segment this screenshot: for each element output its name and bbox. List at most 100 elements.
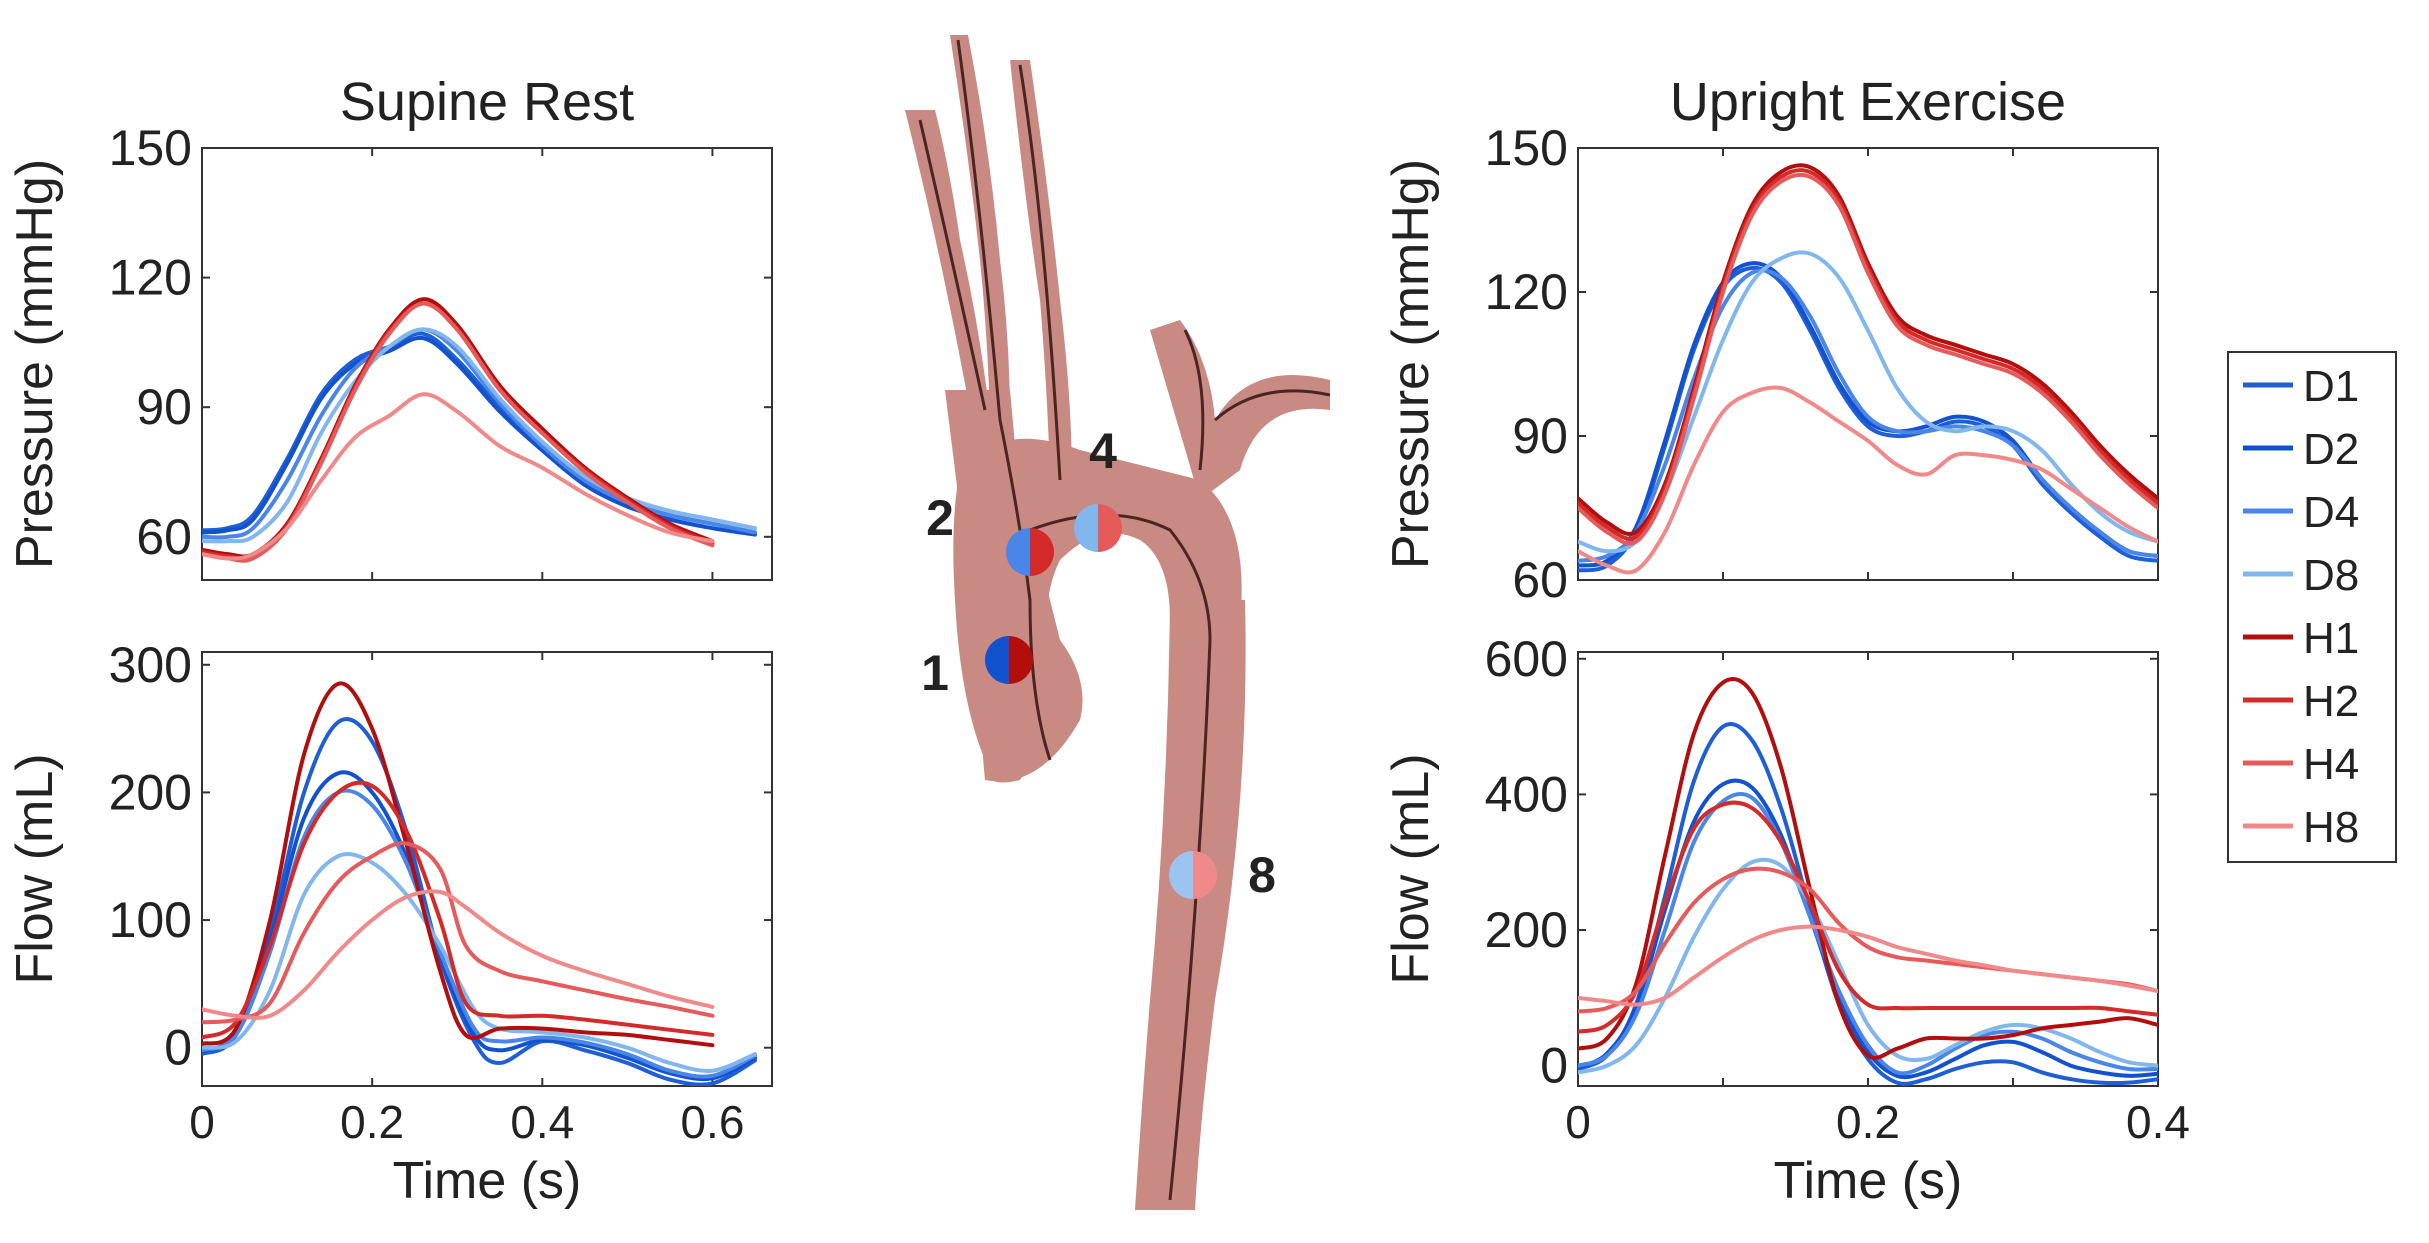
y-tick-label: 400 <box>1485 766 1568 822</box>
marker-left-half <box>1006 528 1030 576</box>
marker-right-half <box>1193 851 1217 899</box>
y-tick-label: 300 <box>109 637 192 693</box>
y-axis-label: Pressure (mmHg) <box>1382 159 1440 569</box>
panel-title: Supine Rest <box>340 72 634 132</box>
aorta-vessel-shape <box>905 35 1330 1210</box>
legend-entry-h8: H8 <box>2243 803 2359 852</box>
legend-box <box>2227 351 2397 863</box>
marker-right-half <box>1098 504 1122 552</box>
marker-label: 8 <box>1248 847 1276 903</box>
series-line-h8 <box>202 889 715 1020</box>
legend-label: D4 <box>2303 488 2359 537</box>
series-line-h4 <box>1578 172 2158 546</box>
marker-label: 4 <box>1089 423 1117 479</box>
marker-right-half <box>1009 636 1033 684</box>
location-marker-4: 4 <box>1074 423 1122 552</box>
series-line-d4 <box>1578 268 2158 563</box>
y-tick-label: 0 <box>1540 1038 1568 1094</box>
legend-label: H2 <box>2303 677 2359 726</box>
x-axis-label: Time (s) <box>393 1152 582 1210</box>
marker-label: 2 <box>926 490 954 546</box>
y-axis-label: Flow (mL) <box>1382 753 1440 984</box>
legend-label: D1 <box>2303 362 2359 411</box>
y-tick-label: 150 <box>109 120 192 176</box>
panel-supine-flow: 0 0.2 0.4 0.6 0 100 200 300 Time (s) Flow (mL) <box>6 637 773 1210</box>
series-group <box>1578 677 2158 1086</box>
legend-label: D8 <box>2303 551 2359 600</box>
marker-left-half <box>1169 851 1193 899</box>
x-tick-label: 0.2 <box>1836 1096 1900 1148</box>
x-tick-label: 0 <box>189 1096 215 1148</box>
x-tick-label: 0.6 <box>680 1096 744 1148</box>
series-line-h8 <box>1578 385 2158 575</box>
series-line-d8 <box>1578 857 2158 1075</box>
legend-entries: D1 D2 D4 D8 H1 H2 H4 H8 <box>2243 362 2359 852</box>
legend-entry-d8: D8 <box>2243 551 2359 600</box>
legend-entry-h2: H2 <box>2243 677 2359 726</box>
series-line-h4 <box>202 301 715 563</box>
x-axis-label: Time (s) <box>1774 1152 1963 1210</box>
series-group <box>1578 163 2158 575</box>
series-line-d4 <box>1578 791 2158 1076</box>
legend-label: D2 <box>2303 425 2359 474</box>
y-tick-label: 0 <box>164 1020 192 1076</box>
y-tick-label: 200 <box>1485 902 1568 958</box>
legend-label: H4 <box>2303 740 2359 789</box>
y-axis-label: Flow (mL) <box>6 753 64 984</box>
legend-entry-h4: H4 <box>2243 740 2359 789</box>
series-line-h4 <box>202 841 715 1025</box>
y-axis-label: Pressure (mmHg) <box>6 159 64 569</box>
legend-entry-d4: D4 <box>2243 488 2359 537</box>
marker-left-half <box>985 636 1009 684</box>
marker-left-half <box>1074 504 1098 552</box>
legend-label: H8 <box>2303 803 2359 852</box>
aorta-centerlines <box>918 39 1331 1201</box>
series-line-h8 <box>1578 924 2158 1007</box>
legend-entry-h1: H1 <box>2243 614 2359 663</box>
series-line-h2 <box>202 780 715 1040</box>
legend-entry-d2: D2 <box>2243 425 2359 474</box>
y-tick-label: 60 <box>136 509 192 565</box>
location-marker-8: 8 <box>1169 847 1276 903</box>
axes-frame <box>201 147 773 581</box>
y-tick-label: 60 <box>1512 552 1568 608</box>
location-marker-1: 1 <box>921 636 1033 701</box>
x-tick-label: 0.4 <box>2126 1096 2190 1148</box>
series-line-h1 <box>1578 163 2158 536</box>
panel-title: Upright Exercise <box>1670 72 2066 132</box>
x-tick-label: 0.2 <box>340 1096 404 1148</box>
legend-label: H1 <box>2303 614 2359 663</box>
panel-upright-flow: 0 0.2 0.4 0 200 400 600 Time (s) Flow (mL) <box>1382 631 2190 1210</box>
y-tick-label: 150 <box>1485 120 1568 176</box>
axes-frame <box>201 651 773 1087</box>
aorta-illustration: 1 2 4 8 <box>905 35 1331 1210</box>
series-group <box>202 297 757 563</box>
panel-upright-pressure: 60 90 120 150 Upright Exercise Pressure (mmHg… <box>1382 72 2159 608</box>
y-tick-label: 120 <box>109 250 192 306</box>
y-tick-label: 90 <box>136 379 192 435</box>
y-tick-label: 120 <box>1485 264 1568 320</box>
y-tick-label: 100 <box>109 892 192 948</box>
series-line-d2 <box>202 770 757 1082</box>
y-tick-label: 90 <box>1512 408 1568 464</box>
aorta-location-markers: 1 2 4 8 <box>921 423 1276 903</box>
series-line-h2 <box>1578 800 2158 1034</box>
legend-entry-d1: D1 <box>2243 362 2359 411</box>
series-line-h8 <box>202 392 715 561</box>
legend: D1 D2 D4 D8 H1 H2 H4 H8 <box>2227 351 2397 863</box>
series-line-d8 <box>202 327 757 544</box>
series-line-d4 <box>202 788 757 1079</box>
series-group <box>202 681 757 1086</box>
y-tick-label: 600 <box>1485 631 1568 687</box>
x-tick-label: 0 <box>1565 1096 1591 1148</box>
panel-supine-pressure: 60 90 120 150 Supine Rest Pressure (mmHg) <box>6 72 773 581</box>
series-line-h1 <box>1578 677 2158 1060</box>
marker-right-half <box>1030 528 1054 576</box>
location-marker-2: 2 <box>926 490 1054 576</box>
axes-frame <box>1577 651 2159 1087</box>
y-tick-label: 200 <box>109 764 192 820</box>
series-line-h1 <box>202 681 715 1048</box>
x-tick-label: 0.4 <box>510 1096 574 1148</box>
